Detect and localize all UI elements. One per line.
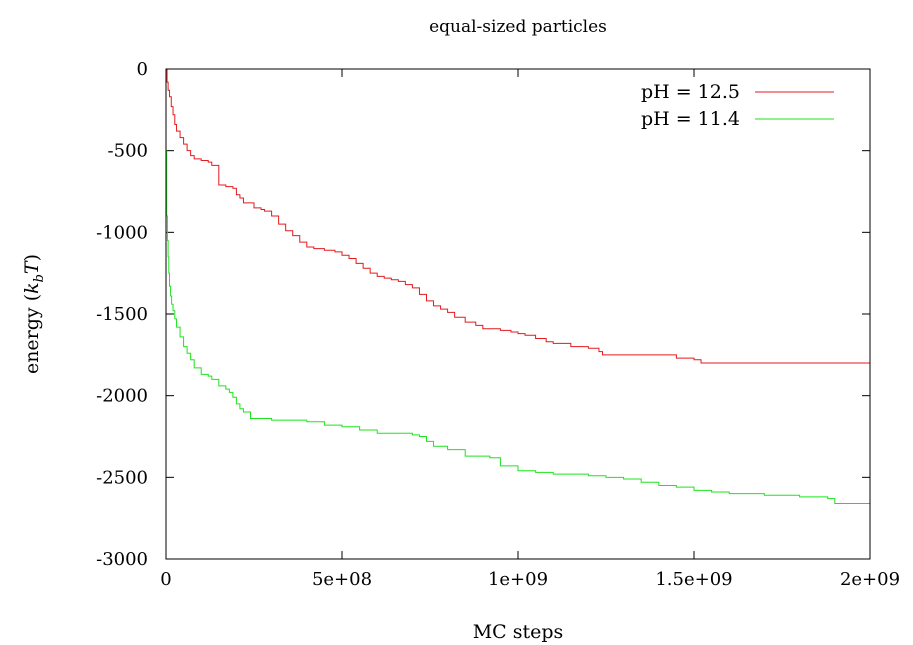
- legend: pH = 12.5 pH = 11.4: [641, 81, 834, 130]
- y-tick-label: -2000: [96, 386, 148, 407]
- x-tick-label: 1e+09: [488, 569, 548, 590]
- x-axis-label: MC steps: [473, 621, 564, 643]
- chart-title: equal-sized particles: [429, 17, 607, 37]
- plot-frame: [165, 68, 871, 560]
- y-axis-label: energy (kbT): [21, 254, 47, 374]
- series-line-1: [166, 68, 870, 364]
- y-tick-label: -1000: [96, 222, 148, 243]
- y-tick-label: -2500: [96, 467, 148, 488]
- y-tick-label: -500: [108, 141, 148, 162]
- legend-label: pH = 12.5: [641, 81, 740, 103]
- y-tick-label: 0: [137, 59, 148, 80]
- axis-ticks: 0 5e+08 1e+09 1.5e+09 2e+09 0 -500 -1000 -1500 -2…: [96, 59, 900, 590]
- y-tick-label: -1500: [96, 304, 148, 325]
- x-tick-label: 5e+08: [312, 569, 372, 590]
- x-tick-label: 2e+09: [840, 569, 900, 590]
- x-tick-label: 0: [160, 569, 171, 590]
- series-line-2: [166, 150, 870, 504]
- y-tick-label: -3000: [96, 549, 148, 570]
- series-lines: [166, 68, 870, 504]
- legend-label: pH = 11.4: [641, 108, 740, 130]
- x-tick-label: 1.5e+09: [655, 569, 732, 590]
